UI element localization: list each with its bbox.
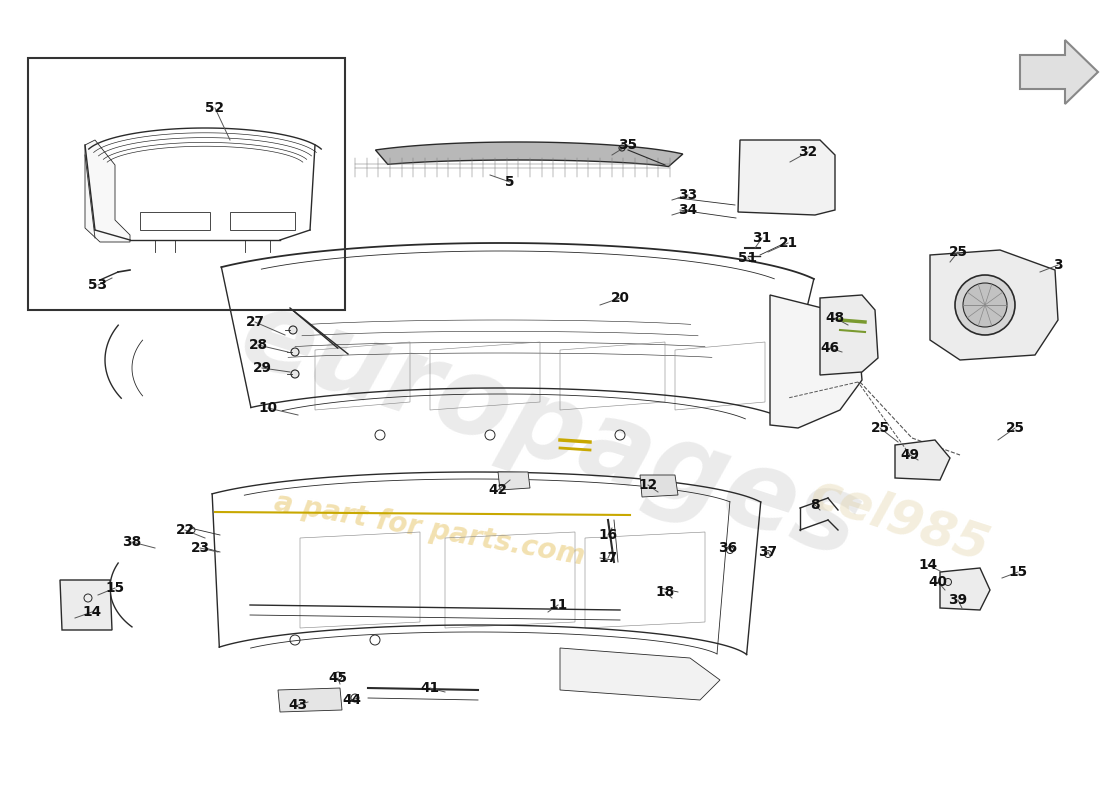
Circle shape xyxy=(292,348,299,356)
Text: 25: 25 xyxy=(1005,421,1024,435)
Text: 31: 31 xyxy=(752,231,771,245)
Polygon shape xyxy=(930,250,1058,360)
Text: 27: 27 xyxy=(245,315,264,329)
Text: 46: 46 xyxy=(821,341,839,355)
Text: 28: 28 xyxy=(249,338,267,352)
Polygon shape xyxy=(60,580,112,630)
Text: 45: 45 xyxy=(329,671,348,685)
Text: 21: 21 xyxy=(779,236,798,250)
Bar xyxy=(140,212,210,230)
Text: 25: 25 xyxy=(948,245,968,259)
Text: 16: 16 xyxy=(598,528,617,542)
Bar xyxy=(28,58,345,310)
Text: 18: 18 xyxy=(656,585,674,599)
Text: 34: 34 xyxy=(679,203,697,217)
Text: 52: 52 xyxy=(206,101,224,115)
Text: 29: 29 xyxy=(253,361,272,375)
Text: 15: 15 xyxy=(106,581,124,595)
Text: 53: 53 xyxy=(88,278,108,292)
Text: 5: 5 xyxy=(505,175,515,189)
Text: 33: 33 xyxy=(679,188,697,202)
Text: 17: 17 xyxy=(598,551,617,565)
Text: 44: 44 xyxy=(342,693,362,707)
Text: 40: 40 xyxy=(928,575,947,589)
Text: 22: 22 xyxy=(176,523,195,537)
Text: europages: europages xyxy=(227,280,873,580)
Text: 32: 32 xyxy=(799,145,817,159)
Bar xyxy=(230,212,295,230)
Text: 23: 23 xyxy=(190,541,210,555)
Text: 39: 39 xyxy=(948,593,968,607)
Text: 20: 20 xyxy=(610,291,629,305)
Text: 15: 15 xyxy=(1009,565,1027,579)
Text: 3: 3 xyxy=(1053,258,1063,272)
Text: 49: 49 xyxy=(901,448,920,462)
Polygon shape xyxy=(498,472,530,490)
Circle shape xyxy=(962,283,1006,327)
Polygon shape xyxy=(738,140,835,215)
Polygon shape xyxy=(940,568,990,610)
Text: 48: 48 xyxy=(825,311,845,325)
Text: 51: 51 xyxy=(738,251,758,265)
Circle shape xyxy=(289,326,297,334)
Circle shape xyxy=(292,370,299,378)
Text: 35: 35 xyxy=(618,138,638,152)
Text: 36: 36 xyxy=(718,541,738,555)
Text: cel985: cel985 xyxy=(805,469,996,571)
Text: 41: 41 xyxy=(420,681,440,695)
Text: 25: 25 xyxy=(870,421,890,435)
Polygon shape xyxy=(820,295,878,375)
Polygon shape xyxy=(895,440,950,480)
Polygon shape xyxy=(770,295,862,428)
Text: 43: 43 xyxy=(288,698,308,712)
Text: 8: 8 xyxy=(811,498,819,512)
Text: 42: 42 xyxy=(488,483,507,497)
Polygon shape xyxy=(560,648,720,700)
Text: 14: 14 xyxy=(82,605,101,619)
Polygon shape xyxy=(85,140,130,242)
Text: 38: 38 xyxy=(122,535,142,549)
Text: 14: 14 xyxy=(918,558,937,572)
Polygon shape xyxy=(375,142,683,166)
Text: 12: 12 xyxy=(638,478,658,492)
Text: a part for parts.com: a part for parts.com xyxy=(273,489,587,571)
Circle shape xyxy=(955,275,1015,335)
Polygon shape xyxy=(278,688,342,712)
Text: 37: 37 xyxy=(758,545,778,559)
Polygon shape xyxy=(1020,40,1098,104)
Circle shape xyxy=(945,578,952,586)
Text: 10: 10 xyxy=(258,401,277,415)
Polygon shape xyxy=(640,475,678,497)
Text: 11: 11 xyxy=(549,598,568,612)
